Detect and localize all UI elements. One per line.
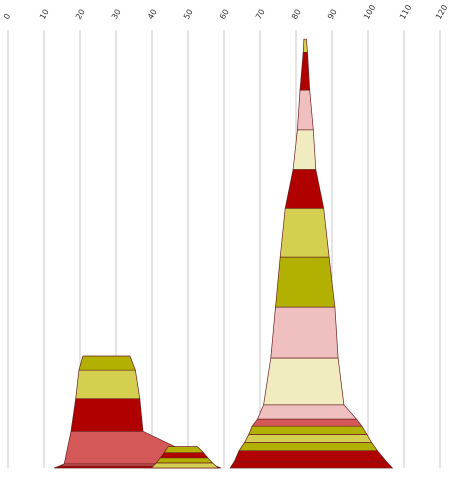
- x-tick-label: 80: [290, 8, 303, 21]
- x-tick-label: 100: [362, 3, 377, 21]
- peak-3-segment-1: [229, 461, 394, 469]
- peak-3-segment-16: [302, 38, 308, 53]
- peak-2-segment-4: [163, 446, 205, 454]
- grid-layer: [7, 30, 441, 468]
- x-tick-label: 110: [398, 3, 413, 21]
- peak-3-segment-13: [292, 129, 317, 170]
- peak-3-segment-3: [238, 442, 379, 452]
- peak-3-segment-10: [275, 256, 336, 308]
- x-tick-label: 60: [218, 8, 231, 21]
- peak-3-segment-15: [299, 52, 311, 91]
- peak-2-segment-2: [155, 457, 214, 464]
- peak-3-segment-2: [233, 450, 388, 463]
- peak-1-segment-5: [75, 369, 141, 400]
- peak-1-segment-4: [70, 398, 144, 432]
- x-tick-label: 50: [182, 8, 195, 21]
- peak-2-segment-3: [159, 452, 209, 459]
- x-tick-label: 70: [254, 8, 267, 21]
- peak-2-segment-1: [150, 462, 220, 469]
- x-tick-label: 120: [434, 3, 449, 21]
- x-tick-label: 0: [2, 12, 12, 21]
- peak-1-segment-6: [78, 355, 136, 371]
- peak-3-segment-4: [243, 434, 373, 443]
- peak-3: [229, 38, 394, 469]
- peak-3-segment-9: [270, 306, 339, 359]
- peak-layer: [53, 38, 394, 469]
- peak-3-segment-8: [263, 357, 345, 406]
- peak-3-segment-14: [297, 89, 314, 131]
- x-tick-label: 40: [146, 8, 159, 21]
- x-tick-label: 90: [326, 8, 339, 21]
- peak-3-segment-6: [251, 418, 363, 427]
- peak-2: [150, 446, 220, 469]
- x-tick-label: 20: [74, 8, 87, 21]
- x-tick-label: 30: [110, 8, 123, 21]
- x-tick-label: 10: [38, 8, 51, 21]
- peak-3-segment-5: [248, 425, 368, 435]
- peak-3-segment-11: [279, 207, 330, 258]
- peak-3-segment-12: [284, 169, 325, 209]
- tick-layer: 0 10 20 30 40 50 60 70 80 90 100 110 120: [2, 3, 449, 21]
- peak-3-segment-7: [256, 404, 358, 420]
